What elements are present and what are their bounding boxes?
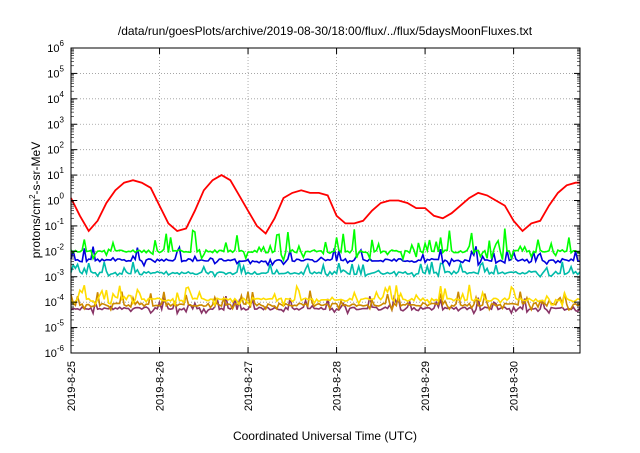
series-group — [70, 174, 581, 316]
y-axis-label-rest: -s-sr-MeV — [29, 142, 43, 195]
x-tick-label: 2019-8-26 — [155, 361, 167, 411]
y-tick-label: 101 — [47, 166, 64, 182]
x-tick-label: 2019-8-29 — [420, 361, 432, 411]
x-tick-label: 2019-8-28 — [332, 361, 344, 411]
y-axis-label: protons/cm2-s-sr-MeV — [28, 142, 43, 258]
series-line — [70, 290, 581, 313]
y-axis-label-sup: 2 — [28, 194, 37, 199]
y-ticks: 10-6 10-5 10-4 10-3 10-2 10-1 100 101 102 103 104 1… — [45, 39, 580, 360]
y-tick-label: 105 — [47, 64, 64, 80]
y-tick-label: 10-4 — [45, 293, 65, 309]
y-tick-label: 103 — [47, 115, 64, 131]
chart-title: /data/run/goesPlots/archive/2019-08-30/1… — [118, 24, 533, 38]
series-line — [70, 244, 581, 268]
series-line — [70, 260, 581, 278]
y-tick-label: 102 — [47, 141, 64, 157]
x-ticks: 2019-8-25 2019-8-26 2019-8-27 2019-8-28 2019… — [66, 48, 521, 411]
series-line — [70, 174, 580, 235]
series-line — [70, 294, 581, 316]
x-tick-label: 2019-8-30 — [509, 361, 521, 411]
series-line — [70, 283, 581, 309]
y-tick-label: 10-6 — [45, 344, 65, 360]
y-tick-label: 10-5 — [45, 319, 65, 335]
x-tick-label: 2019-8-27 — [243, 361, 255, 411]
y-tick-label: 100 — [47, 192, 64, 208]
x-tick-label: 2019-8-25 — [66, 361, 78, 411]
grid — [71, 48, 580, 353]
series-line — [70, 228, 581, 263]
x-axis-label: Coordinated Universal Time (UTC) — [233, 429, 417, 443]
y-tick-label: 104 — [47, 90, 64, 106]
y-tick-label: 106 — [47, 39, 64, 55]
y-axis-label-base: protons/cm — [29, 199, 43, 258]
y-tick-label: 10-1 — [45, 217, 65, 233]
y-tick-label: 10-3 — [45, 268, 65, 284]
y-tick-label: 10-2 — [45, 242, 65, 258]
